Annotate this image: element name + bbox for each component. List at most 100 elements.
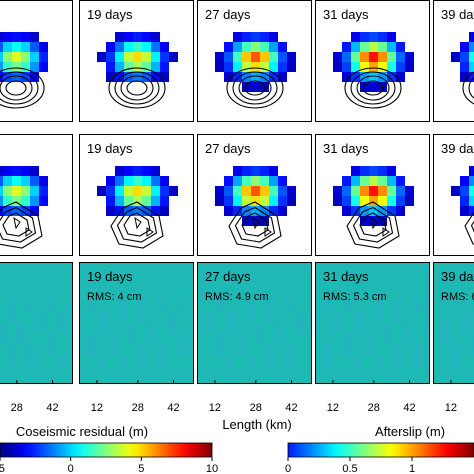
residual-cell xyxy=(6,300,16,311)
slip-cell xyxy=(160,62,169,72)
residual-cell xyxy=(393,311,403,322)
residual-cell xyxy=(275,300,285,311)
slip-cell xyxy=(278,186,287,196)
contour-line xyxy=(244,80,266,96)
residual-cell xyxy=(265,333,275,344)
panel-frame xyxy=(197,0,312,122)
slip-cell xyxy=(460,196,469,206)
residual-cell xyxy=(285,322,295,333)
slip-cell xyxy=(378,216,387,226)
slip-cell xyxy=(142,176,151,186)
slip-cell xyxy=(360,52,369,62)
panel-frame xyxy=(0,262,73,384)
slip-cell xyxy=(251,196,260,206)
slip-cell xyxy=(369,166,378,176)
slip-cell xyxy=(251,42,260,52)
slip-cell xyxy=(142,206,151,216)
slip-cell xyxy=(3,62,12,72)
slip-cell xyxy=(0,166,3,176)
slip-cell xyxy=(233,32,242,42)
slip-cell xyxy=(39,186,48,196)
residual-cell xyxy=(451,300,461,311)
slip-cell xyxy=(106,206,115,216)
slip-cell xyxy=(30,186,39,196)
slip-cell xyxy=(342,42,351,52)
residual-cell xyxy=(441,355,451,366)
residual-cell xyxy=(97,300,107,311)
residual-cell xyxy=(6,322,16,333)
slip-cell xyxy=(260,186,269,196)
slip-cell xyxy=(242,176,251,186)
slip-cell xyxy=(21,166,30,176)
slip-cell xyxy=(242,196,251,206)
residual-cell xyxy=(147,344,157,355)
slip-cell xyxy=(115,52,124,62)
residual-cell xyxy=(16,322,26,333)
rms-label: RMS: 4 cm xyxy=(87,291,141,303)
slip-cell xyxy=(242,52,251,62)
residual-cell xyxy=(56,344,66,355)
contour-line xyxy=(462,71,474,105)
slip-cell xyxy=(260,176,269,186)
slip-cell xyxy=(21,186,30,196)
residual-cell xyxy=(235,344,245,355)
residual-cell xyxy=(215,300,225,311)
slip-cell xyxy=(0,206,3,216)
residual-cell xyxy=(215,344,225,355)
residual-cell xyxy=(285,333,295,344)
slip-cell xyxy=(369,72,378,82)
slip-cell xyxy=(351,196,360,206)
residual-cell xyxy=(373,333,383,344)
residual-cell xyxy=(451,322,461,333)
residual-cell xyxy=(26,322,36,333)
slip-cell xyxy=(233,196,242,206)
residual-cell xyxy=(245,322,255,333)
residual-cell xyxy=(177,311,187,322)
slip-cell xyxy=(460,206,469,216)
residual-cell xyxy=(157,333,167,344)
slip-cell xyxy=(12,176,21,186)
panel-frame xyxy=(315,262,430,384)
residual-cell xyxy=(471,322,474,333)
residual-cell xyxy=(36,333,46,344)
slip-cell xyxy=(151,72,160,82)
residual-cell xyxy=(107,344,117,355)
slip-cell xyxy=(360,72,369,82)
residual-cell xyxy=(97,311,107,322)
slip-cell xyxy=(251,32,260,42)
x-tick-label: 28 xyxy=(11,402,23,414)
residual-cell xyxy=(56,333,66,344)
residual-cell xyxy=(0,322,6,333)
residual-cell xyxy=(36,344,46,355)
residual-cell xyxy=(333,344,343,355)
residual-cell xyxy=(471,300,474,311)
residual-cell xyxy=(275,311,285,322)
panel-label: 27 days xyxy=(205,269,251,284)
residual-cell xyxy=(363,300,373,311)
contour-line xyxy=(146,227,154,237)
slip-cell xyxy=(460,72,469,82)
residual-cell xyxy=(46,322,56,333)
slip-cell xyxy=(106,176,115,186)
slip-cell xyxy=(160,52,169,62)
residual-cell xyxy=(255,355,265,366)
residual-cell xyxy=(26,300,36,311)
residual-cell xyxy=(235,333,245,344)
residual-cell xyxy=(265,322,275,333)
residual-cell xyxy=(167,300,177,311)
slip-cell xyxy=(106,42,115,52)
slip-cell xyxy=(469,52,474,62)
slip-cell xyxy=(12,186,21,196)
slip-cell xyxy=(0,72,3,82)
residual-cell xyxy=(177,344,187,355)
slip-cell xyxy=(97,52,106,62)
residual-cell xyxy=(36,300,46,311)
slip-cell xyxy=(39,176,48,186)
slip-cell xyxy=(30,176,39,186)
slip-cell xyxy=(124,166,133,176)
slip-cell xyxy=(115,72,124,82)
slip-cell xyxy=(12,42,21,52)
slip-cell xyxy=(12,166,21,176)
slip-cell xyxy=(360,166,369,176)
slip-cell xyxy=(133,186,142,196)
